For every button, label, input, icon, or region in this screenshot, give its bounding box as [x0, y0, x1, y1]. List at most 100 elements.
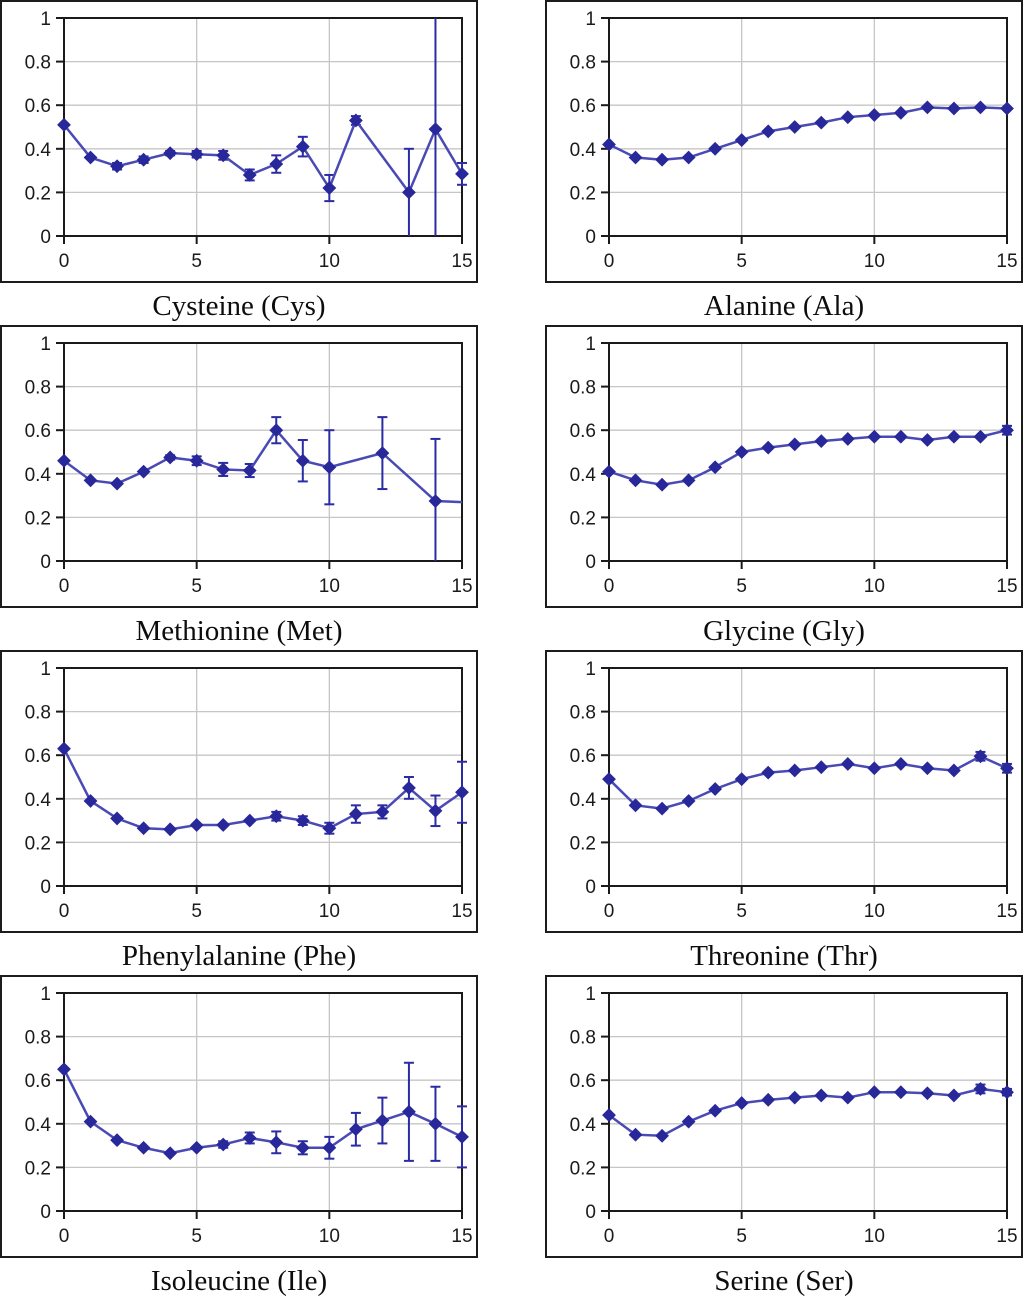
y-tick-label: 0.2: [25, 508, 51, 529]
x-tick-label: 10: [319, 576, 340, 597]
data-point-marker: [628, 1127, 643, 1142]
data-point-marker: [83, 794, 98, 808]
plot-frame: [608, 342, 1008, 562]
data-point-marker: [242, 463, 257, 478]
data-point-marker: [295, 453, 310, 468]
data-point-marker: [110, 811, 124, 826]
x-tick-label: 0: [59, 1226, 70, 1247]
data-point-marker: [216, 148, 231, 163]
y-tick-label: 0.8: [25, 1028, 51, 1049]
data-point-marker: [242, 813, 257, 828]
y-tick-label: 0.6: [570, 96, 596, 117]
x-tick-label: 15: [451, 576, 472, 597]
data-point-marker: [920, 761, 935, 776]
data-point-marker: [216, 1137, 231, 1152]
y-tick-label: 0.6: [25, 96, 51, 117]
data-point-marker: [947, 763, 961, 778]
y-tick-label: 0.2: [25, 833, 51, 854]
chart-svg-methionine: 00.20.40.60.810 5 10 15: [25, 334, 473, 597]
chart-panel-phenylalanine: 0 0.2 0.4 0.6 0.8 1 0 5 10 15: [0, 650, 478, 933]
y-tick-label: 0.2: [25, 1158, 51, 1179]
data-point-marker: [163, 146, 178, 161]
data-point-marker: [761, 765, 776, 780]
chart-cell-isoleucine: 0 0.2 0.4 0.6 0.8 1 0 5 10 15 Isoleucine (Ile): [0, 975, 478, 1300]
chart-panel-threonine: 0 0.2 0.4 0.6 0.8 1 0 5 10 15: [545, 650, 1023, 933]
data-point-marker: [295, 1140, 310, 1155]
data-point-marker: [681, 473, 696, 488]
y-tick-label: 0.4: [25, 790, 52, 811]
data-point-marker: [269, 423, 284, 438]
data-point-marker: [893, 757, 908, 771]
y-tick-label: 1: [585, 984, 596, 1005]
plot-frame: [608, 667, 1008, 887]
data-point-marker: [681, 794, 696, 808]
y-tick-label: 0.4: [570, 140, 597, 161]
chart-svg-glycine: 00.20.40.60.810 5 10 15: [570, 334, 1018, 597]
data-point-marker: [920, 433, 935, 447]
y-tick-label: 0.4: [570, 790, 597, 811]
data-point-marker: [973, 749, 988, 764]
x-tick-label: 5: [191, 901, 202, 922]
data-point-marker: [973, 100, 988, 115]
data-point-marker: [920, 100, 935, 115]
x-tick-label: 5: [191, 251, 202, 272]
x-tick-label: 15: [996, 251, 1017, 272]
y-tick-label: 0.4: [570, 1115, 597, 1136]
chart-panel-cysteine: 0 0.2 0.4 0.6 0.8 1 0 5 10 15: [0, 0, 478, 283]
chart-svg-alanine: 00.20.40.60.810 5 10 15: [570, 9, 1018, 272]
y-tick-label: 1: [40, 984, 51, 1005]
data-point-marker: [269, 809, 284, 824]
plot-frame: [63, 342, 463, 562]
data-point-marker: [269, 157, 284, 171]
data-point-marker: [761, 124, 776, 139]
data-point-marker: [57, 453, 71, 468]
y-tick-label: 0.8: [570, 703, 596, 724]
y-tick-label: 1: [585, 9, 596, 30]
data-point-marker: [428, 494, 443, 508]
data-point-marker: [761, 440, 776, 455]
data-point-marker: [787, 1090, 802, 1105]
y-tick-label: 0.2: [25, 183, 51, 204]
x-tick-label: 10: [319, 251, 340, 272]
chart-panel-glycine: 0 0.2 0.4 0.6 0.8 1 0 5 10 15: [545, 325, 1023, 608]
data-point-marker: [83, 473, 98, 488]
data-point-marker: [455, 785, 469, 800]
y-tick-label: 0: [585, 877, 596, 898]
x-tick-label: 5: [191, 576, 202, 597]
chart-svg-phenylalanine: 00.20.40.60.810 5 10 15: [25, 659, 473, 922]
data-point-marker: [189, 147, 204, 162]
series-line: [608, 106, 1008, 161]
x-tick-label: 0: [604, 1226, 615, 1247]
chart-panel-isoleucine: 0 0.2 0.4 0.6 0.8 1 0 5 10 15: [0, 975, 478, 1258]
data-point-marker: [893, 429, 908, 444]
data-point-marker: [269, 1135, 284, 1150]
data-point-marker: [602, 137, 616, 152]
series-line: [62, 748, 463, 831]
x-tick-label: 15: [451, 251, 472, 272]
x-tick-label: 15: [996, 576, 1017, 597]
x-tick-label: 0: [59, 901, 70, 922]
data-point-marker: [348, 807, 363, 821]
plot-frame: [63, 992, 463, 1212]
data-point-marker: [163, 450, 178, 465]
y-tick-label: 0.8: [25, 378, 51, 399]
data-point-marker: [708, 782, 723, 796]
y-tick-label: 0: [40, 552, 51, 573]
chart-cell-alanine: 0 0.2 0.4 0.6 0.8 1 0 5 10 15 Alanine (Ala): [544, 0, 1024, 325]
x-tick-label: 0: [604, 251, 615, 272]
data-point-marker: [242, 1131, 257, 1145]
data-point-marker: [947, 101, 961, 116]
y-tick-label: 0.6: [25, 421, 51, 442]
series-line: [608, 1087, 1008, 1138]
data-point-marker: [136, 1140, 151, 1155]
chart-cell-threonine: 0 0.2 0.4 0.6 0.8 1 0 5 10 15 Threonine (Thr): [544, 650, 1024, 975]
x-tick-label: 10: [864, 1226, 885, 1247]
data-point-marker: [840, 432, 855, 446]
y-tick-label: 0: [585, 552, 596, 573]
y-tick-label: 0.6: [25, 1071, 51, 1092]
data-point-marker: [163, 1146, 178, 1161]
x-tick-label: 5: [191, 1226, 202, 1247]
x-tick-label: 10: [864, 251, 885, 272]
data-point-marker: [110, 159, 124, 174]
